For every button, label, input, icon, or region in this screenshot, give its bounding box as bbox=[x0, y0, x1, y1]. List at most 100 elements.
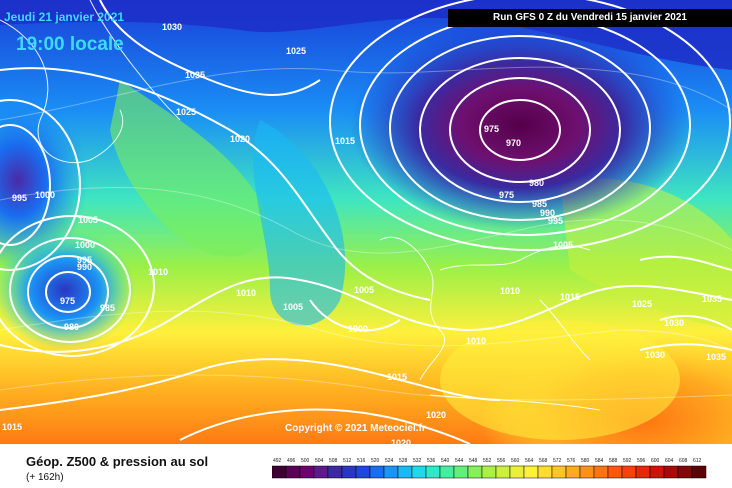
isobar-1035-a: 1035 bbox=[185, 70, 205, 80]
scale-tick-label: 556 bbox=[497, 458, 506, 464]
scale-swatch bbox=[327, 465, 343, 479]
isobar-1005-a: 1005 bbox=[78, 215, 98, 225]
scale-swatch bbox=[397, 465, 413, 479]
isobar-1000-a: 1000 bbox=[35, 190, 55, 200]
scale-swatch bbox=[369, 465, 385, 479]
isobar-1010-b: 1010 bbox=[236, 288, 256, 298]
isobar-1025-c: 1025 bbox=[632, 299, 652, 309]
scale-swatch bbox=[565, 465, 581, 479]
copyright-text: Copyright © 2021 Meteociel.fr bbox=[285, 423, 426, 434]
scale-tick-label: 500 bbox=[301, 458, 310, 464]
scale-tick-label: 496 bbox=[287, 458, 296, 464]
isobar-985-b: 985 bbox=[532, 199, 547, 209]
scale-swatch bbox=[272, 465, 287, 479]
scale-tick-label: 592 bbox=[623, 458, 632, 464]
isobar-1000-b: 1000 bbox=[75, 240, 95, 250]
isobar-1020-c: 1020 bbox=[391, 438, 411, 444]
isobar-995-b: 995 bbox=[77, 255, 92, 265]
scale-tick-label: 612 bbox=[693, 458, 702, 464]
isobar-1015-d: 1015 bbox=[2, 422, 22, 432]
scale-swatch bbox=[481, 465, 497, 479]
isobar-995-c: 995 bbox=[548, 216, 563, 226]
scale-tick-label: 572 bbox=[553, 458, 562, 464]
isobar-980-b: 980 bbox=[529, 178, 544, 188]
scale-swatch bbox=[509, 465, 525, 479]
isobar-1015-c: 1015 bbox=[387, 372, 407, 382]
isobar-975-a: 975 bbox=[60, 296, 75, 306]
isobar-1010-c: 1010 bbox=[500, 286, 520, 296]
isobar-1020-b: 1020 bbox=[426, 410, 446, 420]
scale-swatch bbox=[537, 465, 553, 479]
scale-swatch bbox=[285, 465, 301, 479]
isobar-1010-a: 1010 bbox=[148, 267, 168, 277]
scale-tick-label: 580 bbox=[581, 458, 590, 464]
scale-swatch bbox=[495, 465, 511, 479]
geopotential-field: 1030 1025 1035 1025 1020 1015 995 1000 1005 1000 9… bbox=[0, 0, 732, 444]
scale-swatch bbox=[425, 465, 441, 479]
scale-tick-label: 588 bbox=[609, 458, 618, 464]
scale-swatch bbox=[649, 465, 665, 479]
isobar-1000-c: 1000 bbox=[348, 324, 368, 334]
scale-tick-label: 536 bbox=[427, 458, 436, 464]
scale-swatch bbox=[341, 465, 357, 479]
isobar-1005-c: 1005 bbox=[354, 285, 374, 295]
scale-tick-label: 548 bbox=[469, 458, 478, 464]
scale-tick-label: 532 bbox=[413, 458, 422, 464]
scale-swatch bbox=[383, 465, 399, 479]
legend-subtitle: (+ 162h) bbox=[26, 472, 64, 483]
scale-swatch bbox=[439, 465, 455, 479]
scale-swatch bbox=[453, 465, 469, 479]
scale-swatch bbox=[355, 465, 371, 479]
isobar-1015-a: 1015 bbox=[335, 136, 355, 146]
scale-tick-label: 524 bbox=[385, 458, 394, 464]
scale-tick-label: 504 bbox=[315, 458, 324, 464]
isobar-1015-b: 1015 bbox=[560, 292, 580, 302]
scale-tick-label: 520 bbox=[371, 458, 380, 464]
isobar-1035-c: 1035 bbox=[706, 352, 726, 362]
isobar-1030-a: 1030 bbox=[162, 22, 182, 32]
scale-tick-label: 568 bbox=[539, 458, 548, 464]
scale-tick-label: 560 bbox=[511, 458, 520, 464]
scale-tick-label: 600 bbox=[651, 458, 660, 464]
model-run-label: Run GFS 0 Z du Vendredi 15 janvier 2021 bbox=[448, 9, 732, 27]
scale-tick-label: 596 bbox=[637, 458, 646, 464]
isobar-1020-a: 1020 bbox=[230, 134, 250, 144]
legend-panel: Géop. Z500 & pression au sol (+ 162h) 49… bbox=[0, 444, 732, 488]
scale-tick-label: 512 bbox=[343, 458, 352, 464]
isobar-980-a: 980 bbox=[64, 322, 79, 332]
scale-swatch bbox=[313, 465, 329, 479]
scale-swatch bbox=[551, 465, 567, 479]
scale-tick-label: 604 bbox=[665, 458, 674, 464]
scale-swatch bbox=[467, 465, 483, 479]
scale-swatch bbox=[579, 465, 595, 479]
scale-swatch bbox=[607, 465, 623, 479]
color-scale: 492 496 500 504 508 512 516 520 524 528 532 536 540 5… bbox=[272, 458, 707, 479]
isobar-995-a: 995 bbox=[12, 193, 27, 203]
scale-tick-label: 528 bbox=[399, 458, 408, 464]
isobar-1035-b: 1035 bbox=[702, 294, 722, 304]
scale-tick-label: 508 bbox=[329, 458, 338, 464]
weather-map: 1030 1025 1035 1025 1020 1015 995 1000 1005 1000 9… bbox=[0, 0, 732, 444]
scale-swatch bbox=[411, 465, 427, 479]
scale-swatch bbox=[523, 465, 539, 479]
scale-swatch bbox=[621, 465, 637, 479]
isobar-1030-b: 1030 bbox=[664, 318, 684, 328]
isobar-990-a: 990 bbox=[77, 262, 92, 272]
isobar-970-a: 970 bbox=[506, 138, 521, 148]
scale-tick-label: 564 bbox=[525, 458, 534, 464]
forecast-date: Jeudi 21 janvier 2021 bbox=[4, 10, 125, 24]
scale-tick-label: 552 bbox=[483, 458, 492, 464]
scale-tick-label: 608 bbox=[679, 458, 688, 464]
isobar-1030-c: 1030 bbox=[645, 350, 665, 360]
scale-swatch bbox=[677, 465, 693, 479]
scale-tick-label: 584 bbox=[595, 458, 604, 464]
scale-swatch bbox=[663, 465, 679, 479]
isobar-1010-d: 1010 bbox=[466, 336, 486, 346]
scale-tick-label: 544 bbox=[455, 458, 464, 464]
isobar-985-a: 985 bbox=[100, 303, 115, 313]
scale-tick-label: 492 bbox=[273, 458, 282, 464]
scale-swatch bbox=[593, 465, 609, 479]
isobar-1005-b: 1005 bbox=[283, 302, 303, 312]
legend-title: Géop. Z500 & pression au sol bbox=[26, 454, 209, 469]
